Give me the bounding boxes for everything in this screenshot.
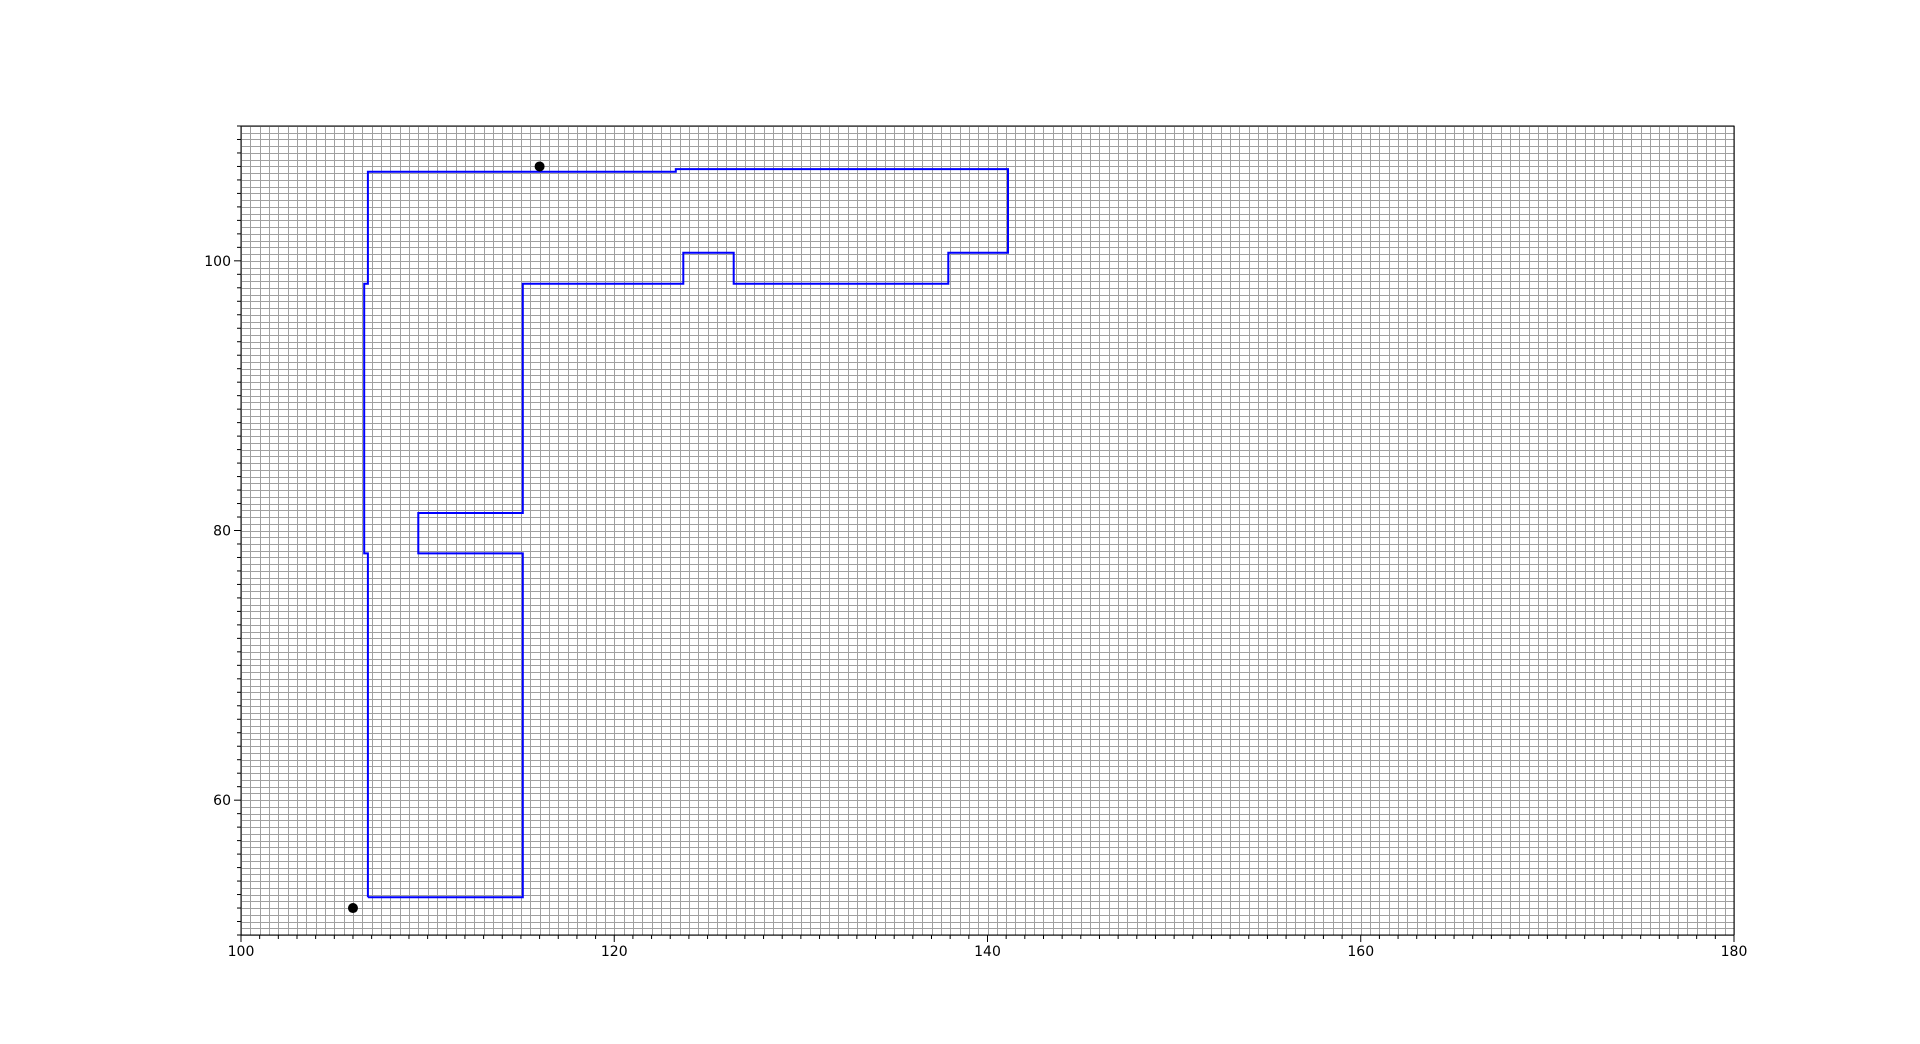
marker-point: [534, 161, 545, 172]
x-tick-label: 120: [601, 944, 628, 960]
y-tick-label: 60: [213, 793, 231, 809]
y-tick-label: 100: [204, 254, 231, 270]
x-tick-label: 100: [228, 944, 255, 960]
ticks-group: [234, 125, 1735, 942]
x-tick-label: 140: [974, 944, 1001, 960]
marker-point: [347, 903, 358, 914]
series-group: [363, 168, 1009, 899]
y-tick-label: 80: [213, 524, 231, 540]
x-tick-label: 180: [1721, 944, 1748, 960]
x-tick-label: 160: [1347, 944, 1374, 960]
marker-group: [347, 161, 545, 914]
series-line: [363, 168, 1009, 899]
